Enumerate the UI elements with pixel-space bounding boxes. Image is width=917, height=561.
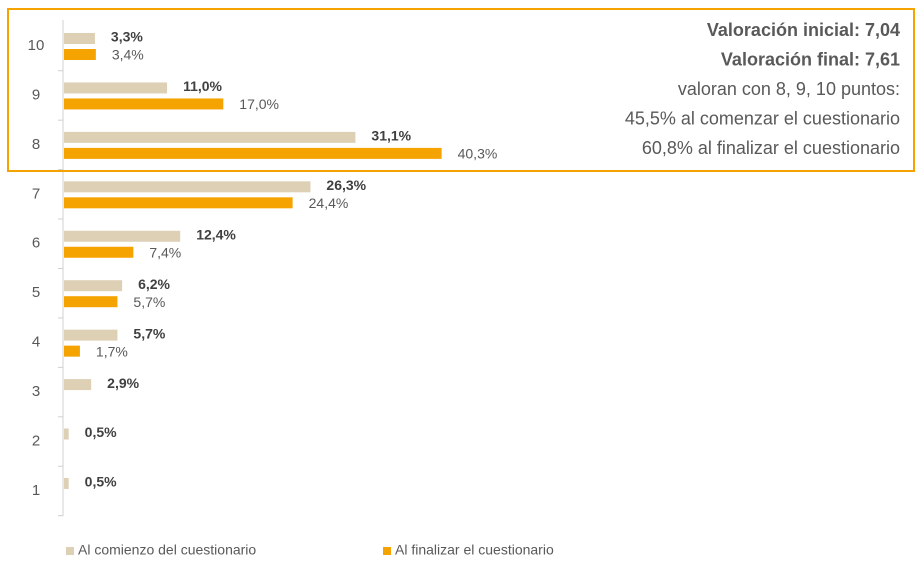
y-tick-label: 8 (32, 136, 40, 153)
bar (64, 329, 118, 341)
annotation: valoran con 8, 9, 10 puntos: (678, 79, 900, 99)
annotation: 60,8% al finalizar el cuestionario (642, 138, 900, 158)
y-tick-label: 7 (32, 185, 40, 202)
bar (64, 246, 134, 258)
value-label: 5,7% (133, 325, 165, 341)
bar (64, 379, 92, 391)
y-tick-label: 1 (32, 482, 40, 499)
value-label: 26,3% (326, 177, 366, 193)
annotation: Valoración final: 7,61 (721, 49, 900, 69)
value-label: 0,5% (85, 474, 117, 490)
y-tick-label: 10 (28, 37, 45, 54)
legend-label: Al comienzo del cuestionario (78, 542, 256, 558)
bar (64, 296, 118, 308)
annotation-box (7, 8, 915, 172)
legend-swatch (66, 547, 74, 555)
value-label: 7,4% (149, 244, 181, 260)
bar (64, 181, 311, 193)
value-label: 0,5% (85, 424, 117, 440)
bar (64, 197, 293, 209)
bar (64, 345, 80, 357)
value-label: 24,4% (309, 195, 349, 211)
value-label: 6,2% (138, 276, 170, 292)
bar (64, 33, 95, 44)
y-tick-label: 9 (32, 86, 40, 103)
bar (64, 98, 224, 110)
value-label: 3,4% (112, 47, 144, 63)
bar (64, 477, 69, 489)
value-label: 5,7% (133, 294, 165, 310)
value-label: 11,0% (183, 78, 222, 94)
legend-swatch (383, 547, 391, 555)
bar (64, 230, 181, 242)
annotation: Valoración inicial: 7,04 (707, 20, 900, 40)
y-tick-label: 6 (32, 235, 40, 252)
bar (64, 82, 168, 94)
annotation: 45,5% al comenzar el cuestionario (625, 108, 900, 128)
bar (64, 428, 69, 440)
bar (64, 147, 442, 159)
y-tick-label: 5 (32, 284, 40, 301)
legend-label: Al finalizar el cuestionario (395, 542, 554, 558)
value-label: 40,3% (458, 146, 498, 162)
y-tick-label: 3 (32, 383, 40, 400)
bar (64, 131, 356, 143)
y-tick-label: 2 (32, 432, 40, 449)
value-label: 2,9% (107, 375, 139, 391)
value-label: 17,0% (239, 96, 279, 112)
bar (64, 280, 123, 292)
value-label: 12,4% (196, 226, 236, 242)
y-tick-label: 4 (32, 334, 40, 351)
value-label: 3,3% (111, 29, 143, 45)
value-label: 1,7% (96, 343, 128, 359)
value-label: 31,1% (371, 128, 411, 144)
bar (64, 49, 96, 60)
